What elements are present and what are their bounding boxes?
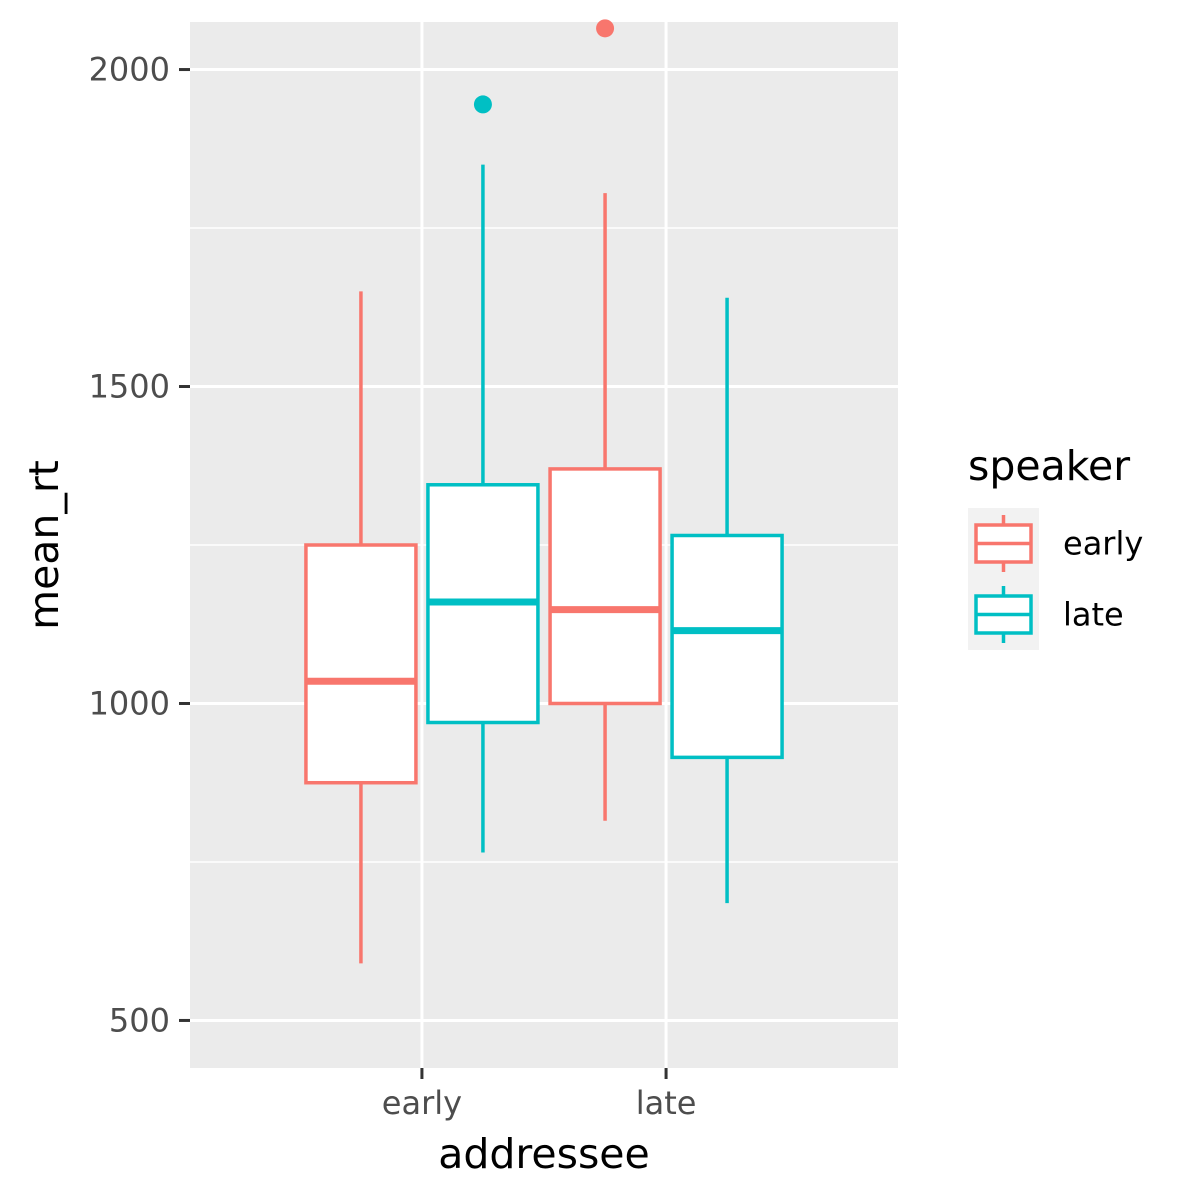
- y-axis-title: mean_rt: [20, 460, 68, 630]
- y-axis: 500 1000 1500 2000: [89, 51, 190, 1039]
- y-tick-label: 2000: [89, 51, 170, 89]
- box-early-early: [304, 291, 418, 964]
- box-body: [670, 533, 784, 760]
- y-tick-label: 500: [109, 1001, 170, 1039]
- legend-title: speaker: [968, 442, 1130, 490]
- box-body: [548, 467, 662, 706]
- outlier-point: [473, 95, 492, 114]
- major-gridlines: [190, 22, 898, 1068]
- legend-item-early: early: [968, 508, 1143, 579]
- outlier-point: [596, 19, 615, 38]
- box-late-late: [670, 297, 784, 904]
- boxes-layer: [304, 19, 784, 964]
- box-body: [304, 543, 418, 785]
- legend-label: late: [1063, 596, 1124, 634]
- x-axis: early late: [382, 1068, 697, 1122]
- box-early-late: [548, 19, 662, 821]
- x-tick-label: early: [382, 1084, 462, 1122]
- x-axis-title: addressee: [438, 1130, 650, 1178]
- legend: speaker early late: [968, 442, 1143, 650]
- legend-label: early: [1063, 525, 1143, 563]
- legend-item-late: late: [968, 579, 1124, 650]
- x-tick-label: late: [636, 1084, 697, 1122]
- box-late-early: [426, 95, 540, 853]
- y-tick-label: 1500: [89, 368, 170, 406]
- y-tick-label: 1000: [89, 684, 170, 722]
